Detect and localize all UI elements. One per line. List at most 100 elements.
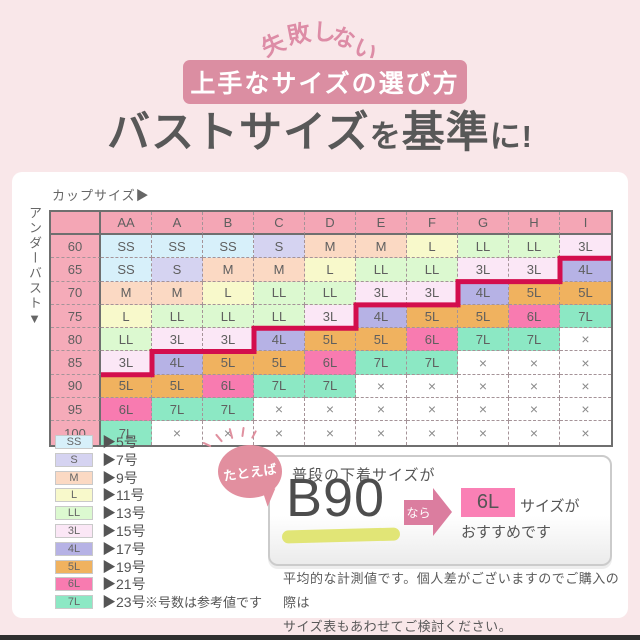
arrow-text: なら — [406, 506, 431, 520]
title-segment: バストサイズ — [106, 109, 370, 157]
size-cell: × — [356, 374, 407, 399]
size-cell: 3L — [203, 328, 254, 352]
size-cell: × — [254, 421, 305, 445]
example-speech-bubble: たとえば — [218, 445, 282, 507]
size-cell: 3L — [407, 281, 458, 305]
size-cell: SS — [101, 258, 152, 282]
size-cell: LL — [152, 304, 203, 329]
size-cell: 7L — [305, 374, 356, 399]
size-cell: × — [560, 328, 611, 352]
cup-size-axis-label: カップサイズ▶ — [52, 188, 150, 203]
legend-swatch: 5L — [55, 559, 93, 574]
cup-column-header: F — [407, 212, 458, 235]
sparkle-line — [228, 427, 234, 440]
cup-column-header: E — [356, 212, 407, 235]
size-cell: × — [152, 421, 203, 445]
size-cell: × — [407, 398, 458, 422]
size-cell: 5L — [152, 374, 203, 399]
legend-swatch: L — [55, 488, 93, 503]
size-cell: 7L — [560, 304, 611, 329]
title-segment: 基準 — [401, 109, 490, 157]
legend-swatch: SS — [55, 435, 93, 450]
cup-column-header: I — [560, 212, 611, 235]
size-cell: 5L — [407, 304, 458, 329]
arc-char: 失 — [257, 28, 290, 62]
legend-label: ▶19号 — [102, 558, 146, 575]
size-cell: 7L — [356, 351, 407, 375]
size-cell: SS — [152, 235, 203, 259]
size-cell: 6L — [101, 398, 152, 422]
sparkle-line — [215, 433, 223, 443]
underbust-row-label: 60 — [51, 235, 101, 259]
legend-swatch: 3L — [55, 524, 93, 538]
under-bust-axis-label: アンダーバスト▼ — [27, 206, 42, 328]
size-cell: 4L — [152, 351, 203, 375]
cup-column-header: H — [509, 212, 560, 235]
size-cell: M — [203, 258, 254, 282]
size-cell: M — [152, 281, 203, 305]
disclaimer-line-2: サイズ表もあわせてご検討ください。 — [283, 619, 513, 634]
size-cell: × — [560, 351, 611, 375]
example-bubble-text: たとえば — [222, 461, 278, 484]
size-cell: LL — [254, 304, 305, 329]
legend-swatch: M — [55, 470, 93, 485]
bottom-strip — [0, 635, 640, 640]
arrow-tip-icon — [433, 488, 452, 536]
size-cell: 7L — [458, 328, 509, 352]
legend-item: M ▶9号 — [55, 470, 146, 486]
size-cell: 5L — [458, 304, 509, 329]
size-cell: 6L — [305, 351, 356, 375]
size-cell: 7L — [509, 328, 560, 352]
legend-item: LL ▶13号 — [55, 505, 146, 521]
sparkle-line — [251, 430, 257, 439]
size-cell: × — [458, 374, 509, 399]
title-segment: に! — [489, 119, 534, 154]
size-cell: × — [407, 421, 458, 445]
legend-item: 7L ▶23号 — [55, 594, 146, 610]
result-suffix-2: おすすめです — [461, 524, 552, 541]
size-cell: × — [356, 421, 407, 445]
underbust-row-label: 65 — [51, 258, 101, 282]
example-size-wrap: B90 — [281, 468, 401, 544]
example-intro-text: 普段の下着サイズが — [292, 467, 436, 484]
underbust-row-label: 80 — [51, 328, 101, 352]
nara-arrow: なら — [404, 488, 452, 536]
arrow-body: なら — [404, 500, 433, 525]
banner-text: 上手なサイズの選び方 — [190, 70, 460, 98]
size-cell: 4L — [560, 258, 611, 282]
sparkle-line — [202, 441, 212, 448]
size-cell: 3L — [305, 304, 356, 329]
size-cell: × — [458, 351, 509, 375]
example-size-text: B90 — [286, 468, 386, 528]
legend-item: S ▶7号 — [55, 452, 146, 468]
cup-column-header: B — [203, 212, 254, 235]
cup-column-header: A — [152, 212, 203, 235]
legend-item: SS ▶5号 — [55, 434, 146, 451]
legend-label: ▶21号 — [102, 576, 146, 593]
legend-swatch: 6L — [55, 577, 93, 592]
legend-swatch: S — [55, 452, 93, 467]
size-cell: S — [254, 235, 305, 259]
legend-swatch: 7L — [55, 595, 93, 610]
size-cell: × — [254, 398, 305, 422]
size-cell: LL — [458, 235, 509, 259]
size-cell: 6L — [407, 328, 458, 352]
size-cell: 5L — [203, 351, 254, 375]
legend-label: ▶5号 — [102, 434, 138, 451]
size-cell: 3L — [152, 328, 203, 352]
size-cell: 3L — [509, 258, 560, 282]
size-cell: 4L — [356, 304, 407, 329]
size-chart-card: カップサイズ▶ アンダーバスト▼ AA A B C D E F G H I 60 SS SS SS S M M L… — [12, 172, 628, 634]
size-cell: 4L — [458, 281, 509, 305]
legend-label: ▶11号 — [102, 487, 145, 504]
size-cell: × — [305, 421, 356, 445]
legend-item: L ▶11号 — [55, 487, 146, 504]
result-size-box: 6L — [461, 488, 515, 517]
size-cell: 5L — [509, 281, 560, 305]
size-cell: 5L — [305, 328, 356, 352]
size-cell: 7L — [152, 398, 203, 422]
cup-column-header: G — [458, 212, 509, 235]
size-cell: L — [305, 258, 356, 282]
title-segment: を — [369, 119, 402, 154]
example-card: 普段の下着サイズが B90 なら 6L サイズが おすすめです — [268, 455, 612, 566]
